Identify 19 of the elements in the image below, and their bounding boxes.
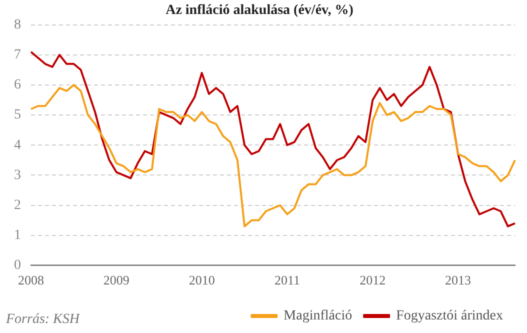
x-tick-label: 2012 <box>360 272 386 288</box>
y-tick-label: 2 <box>14 198 21 213</box>
x-tick-label: 2011 <box>274 272 300 288</box>
x-tick-label: 2010 <box>188 272 215 288</box>
y-tick-label: 4 <box>14 138 21 153</box>
y-tick-label: 3 <box>14 168 21 183</box>
x-tick-label: 2013 <box>445 272 472 288</box>
y-tick-label: 0 <box>14 258 21 274</box>
y-tick-label: 8 <box>14 17 21 32</box>
legend-label: Fogyasztói árindex <box>396 308 503 324</box>
legend-label: Maginfláció <box>284 308 352 324</box>
x-tick-label: 2008 <box>18 272 44 288</box>
x-tick-label: 2009 <box>103 272 130 288</box>
y-tick-label: 5 <box>14 108 21 123</box>
y-tick-label: 1 <box>14 228 21 243</box>
y-tick-label: 7 <box>14 48 21 63</box>
y-tick-label: 6 <box>14 78 21 93</box>
chart-title: Az infláció alakulása (év/év, %) <box>166 3 354 18</box>
text: Forrás: KSH <box>6 312 80 328</box>
